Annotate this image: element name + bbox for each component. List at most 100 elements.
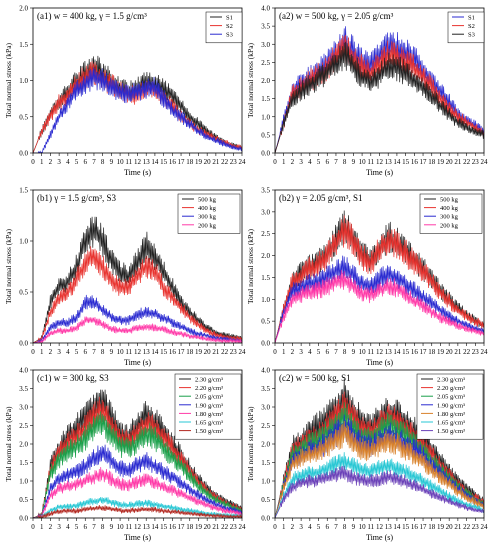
legend-label: 1.50 g/cm³ <box>437 428 465 435</box>
x-tick-label: 4 <box>308 158 312 166</box>
chart-panel-b2: 0 1 2 3 4 5 6 7 8 9 10 11 12 13 14 15 16 17 18 19 20 21 22 23 24… <box>246 187 488 368</box>
x-tick-label: 24 <box>239 348 247 356</box>
x-tick-label: 10 <box>359 523 367 531</box>
x-tick-label: 22 <box>221 523 229 531</box>
y-tick-label: 0.5 <box>19 289 28 297</box>
x-tick-label: 21 <box>212 348 220 356</box>
series-line-1-80-g-cm- <box>275 420 484 518</box>
x-tick-label: 3 <box>57 523 61 531</box>
x-tick-label: 16 <box>169 348 177 356</box>
x-tick-label: 12 <box>134 348 142 356</box>
panel-title: (a1) w = 400 kg, γ = 1.5 g/cm³ <box>37 11 147 21</box>
x-tick-label: 3 <box>299 523 303 531</box>
legend-label: 2.30 g/cm³ <box>195 377 223 384</box>
x-tick-label: 13 <box>143 348 151 356</box>
y-tick-label: 2.5 <box>261 230 270 238</box>
legend-label: 1.90 g/cm³ <box>437 402 465 409</box>
x-tick-label: 17 <box>420 158 428 166</box>
x-tick-label: 3 <box>299 158 303 166</box>
legend-label: S3 <box>468 32 475 39</box>
x-tick-label: 3 <box>57 348 61 356</box>
x-tick-label: 24 <box>481 523 489 531</box>
chart-panel-a1: 0 1 2 3 4 5 6 7 8 9 10 11 12 13 14 15 16 17 18 19 20 21 22 23 24… <box>4 5 246 178</box>
legend-box <box>419 193 483 234</box>
x-tick-label: 21 <box>212 523 220 531</box>
x-tick-label: 0 <box>273 348 277 356</box>
y-tick-label: 3.0 <box>19 404 28 412</box>
x-tick-label: 5 <box>317 348 321 356</box>
x-tick-label: 9 <box>110 158 114 166</box>
legend-label: 2.20 g/cm³ <box>195 385 223 392</box>
x-tick-label: 18 <box>186 158 194 166</box>
x-tick-label: 9 <box>352 158 356 166</box>
x-tick-label: 8 <box>343 348 347 356</box>
series-group <box>275 26 484 153</box>
y-tick-label: 1.0 <box>19 238 28 246</box>
x-tick-label: 16 <box>411 158 419 166</box>
legend-label: S3 <box>226 32 233 39</box>
series-line-500-kg <box>33 216 242 343</box>
series-line-1-80-g-cm- <box>33 466 242 518</box>
panel-title: (c1) w = 300 kg, S3 <box>37 373 109 383</box>
y-tick-label: 0.0 <box>261 150 270 158</box>
panel-title: (a2) w = 500 kg, γ = 2.05 g/cm³ <box>279 11 394 21</box>
x-tick-label: 5 <box>317 523 321 531</box>
x-tick-label: 8 <box>343 158 347 166</box>
x-tick-label: 11 <box>367 158 374 166</box>
y-tick-label: 0.0 <box>19 340 28 348</box>
panel-title: (b1) γ = 1.5 g/cm³, S3 <box>37 193 116 203</box>
y-tick-label: 2.0 <box>19 441 28 449</box>
x-tick-label: 1 <box>282 158 286 166</box>
y-tick-label: 3.5 <box>19 385 28 393</box>
x-tick-label: 20 <box>204 523 212 531</box>
x-tick-label: 12 <box>134 158 142 166</box>
y-axis-label: Total normal stress (kPa) <box>246 406 255 482</box>
x-tick-label: 19 <box>437 158 445 166</box>
x-tick-label: 22 <box>463 348 471 356</box>
x-axis-label: Time (s) <box>124 358 151 367</box>
x-tick-label: 19 <box>437 348 445 356</box>
y-tick-label: 3.0 <box>261 208 270 216</box>
x-tick-label: 7 <box>334 158 338 166</box>
x-tick-label: 8 <box>101 523 105 531</box>
x-tick-label: 19 <box>195 348 203 356</box>
x-tick-label: 6 <box>326 158 330 166</box>
x-tick-label: 23 <box>472 158 480 166</box>
y-tick-label: 0.5 <box>19 496 28 504</box>
legend-label: 300 kg <box>440 214 459 221</box>
x-tick-label: 16 <box>411 348 419 356</box>
x-tick-label: 0 <box>273 158 277 166</box>
legend-label: 1.80 g/cm³ <box>437 411 465 418</box>
x-tick-label: 19 <box>195 523 203 531</box>
x-axis-label: Time (s) <box>366 533 393 542</box>
x-tick-label: 14 <box>151 348 159 356</box>
series-group <box>275 210 484 343</box>
y-tick-label: 1.0 <box>261 113 270 121</box>
chart-panel-c1: 0 1 2 3 4 5 6 7 8 9 10 11 12 13 14 15 16 17 18 19 20 21 22 23 24… <box>4 367 246 543</box>
x-tick-label: 12 <box>376 158 384 166</box>
series-group <box>33 216 242 343</box>
x-axis-label: Time (s) <box>124 168 151 177</box>
y-axis-label: Total normal stress (kPa) <box>246 42 255 118</box>
x-tick-label: 17 <box>420 348 428 356</box>
series-group <box>275 378 484 518</box>
y-tick-label: 1.0 <box>261 296 270 304</box>
x-tick-label: 20 <box>204 348 212 356</box>
x-tick-label: 1 <box>40 348 44 356</box>
x-tick-label: 23 <box>472 523 480 531</box>
y-tick-label: 0.5 <box>261 496 270 504</box>
x-tick-label: 15 <box>160 348 168 356</box>
series-line-200-kg <box>33 316 242 343</box>
series-group <box>33 389 242 518</box>
x-tick-label: 21 <box>454 523 462 531</box>
x-tick-label: 16 <box>169 523 177 531</box>
x-tick-label: 2 <box>291 523 295 531</box>
x-tick-label: 11 <box>125 348 132 356</box>
y-axis-label: Total normal stress (kPa) <box>246 228 255 304</box>
legend-label: 500 kg <box>440 197 459 204</box>
y-tick-label: 1.5 <box>261 95 270 103</box>
x-tick-label: 0 <box>31 158 35 166</box>
series-group <box>33 55 242 153</box>
